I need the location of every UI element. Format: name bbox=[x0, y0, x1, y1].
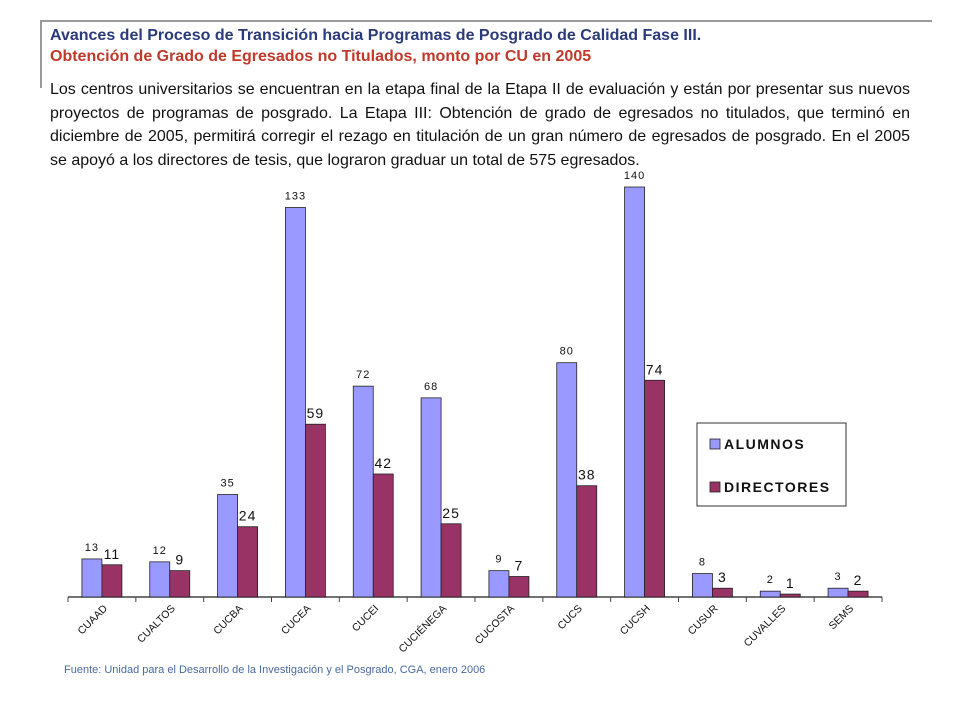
bar-directores-cuaad bbox=[101, 564, 123, 598]
legend-label-directores: DIRECTORES bbox=[724, 479, 831, 495]
body-paragraph: Los centros universitarios se encuentran… bbox=[50, 81, 910, 169]
data-label-alumnos-cuciénega: 68 bbox=[424, 381, 438, 393]
page-subtitle: Obtención de Grado de Egresados no Titul… bbox=[50, 48, 592, 65]
bar-directores-cucsh bbox=[644, 379, 665, 598]
category-label-sems: SEMS bbox=[827, 603, 857, 633]
data-label-alumnos-cucosta: 9 bbox=[495, 554, 502, 566]
page-title: Avances del Proceso de Transición hacia … bbox=[50, 27, 702, 44]
bar-directores-cucea bbox=[305, 423, 326, 598]
bar-alumnos-cusur bbox=[692, 573, 713, 598]
category-label-cualtos: CUALTOS bbox=[135, 603, 178, 646]
category-label-cuvalles: CUVALLES bbox=[742, 603, 789, 650]
data-label-directores-cucosta: 7 bbox=[515, 558, 524, 574]
bar-directores-cuciénega bbox=[440, 523, 462, 598]
category-label-cuciénega: CUCIÉNEGA bbox=[396, 602, 449, 655]
bar-alumnos-cuciénega bbox=[420, 397, 442, 598]
legend-box bbox=[696, 422, 847, 507]
data-label-directores-cucea: 59 bbox=[307, 405, 325, 421]
data-label-directores-sems: 2 bbox=[854, 572, 863, 588]
data-label-directores-cusur: 3 bbox=[718, 569, 727, 585]
bar-directores-cualtos bbox=[169, 570, 191, 598]
bar-directores-cucei bbox=[372, 473, 394, 598]
bar-alumnos-sems bbox=[827, 587, 849, 598]
data-label-directores-cucba: 24 bbox=[239, 508, 257, 524]
header-rule bbox=[40, 20, 932, 22]
bar-alumnos-cucosta bbox=[488, 570, 510, 598]
category-label-cucei: CUCEI bbox=[350, 603, 382, 635]
data-label-directores-cualtos: 9 bbox=[175, 552, 184, 568]
data-label-directores-cucsh: 74 bbox=[646, 361, 664, 377]
category-label-cucsh: CUCSH bbox=[618, 603, 653, 638]
data-label-alumnos-sems: 3 bbox=[835, 571, 842, 583]
bar-alumnos-cucs bbox=[556, 362, 578, 598]
source-footnote: Fuente: Unidad para el Desarrollo de la … bbox=[64, 664, 486, 676]
category-label-cucba: CUCBA bbox=[211, 603, 245, 637]
legend-swatch-alumnos bbox=[709, 438, 721, 450]
data-label-directores-cuciénega: 25 bbox=[442, 505, 460, 521]
bar-directores-cucosta bbox=[508, 576, 530, 598]
bar-alumnos-cucba bbox=[217, 494, 238, 598]
data-label-alumnos-cualtos: 12 bbox=[153, 545, 167, 557]
data-label-alumnos-cucsh: 140 bbox=[624, 170, 645, 182]
bar-alumnos-cualtos bbox=[149, 561, 171, 598]
category-label-cuaad: CUAAD bbox=[76, 602, 111, 637]
data-label-directores-cuvalles: 1 bbox=[786, 575, 795, 591]
data-label-alumnos-cusur: 8 bbox=[699, 557, 706, 569]
category-label-cucosta: CUCOSTA bbox=[473, 603, 517, 647]
data-label-alumnos-cucba: 35 bbox=[220, 478, 234, 490]
bar-alumnos-cuaad bbox=[81, 558, 103, 598]
data-label-alumnos-cuvalles: 2 bbox=[767, 574, 774, 586]
legend-swatch-directores bbox=[709, 481, 721, 493]
bar-directores-cucba bbox=[237, 526, 258, 598]
legend-label-alumnos: ALUMNOS bbox=[724, 436, 805, 452]
bar-directores-cuvalles bbox=[779, 593, 801, 598]
data-label-directores-cucei: 42 bbox=[374, 455, 392, 471]
header-rule-vertical bbox=[40, 20, 42, 88]
bar-alumnos-cucei bbox=[352, 385, 374, 598]
bar-alumnos-cucea bbox=[285, 207, 306, 598]
bar-alumnos-cucsh bbox=[624, 186, 645, 598]
data-label-alumnos-cucea: 133 bbox=[285, 191, 306, 203]
data-label-alumnos-cuaad: 13 bbox=[85, 542, 99, 554]
data-label-alumnos-cucs: 80 bbox=[560, 346, 574, 358]
bar-directores-cusur bbox=[712, 587, 733, 598]
category-label-cucs: CUCS bbox=[555, 603, 585, 633]
category-label-cucea: CUCEA bbox=[279, 603, 313, 637]
data-label-directores-cuaad: 11 bbox=[104, 546, 121, 562]
bar-directores-cucs bbox=[576, 485, 598, 598]
category-label-cusur: CUSUR bbox=[686, 602, 721, 637]
bar-directores-sems bbox=[847, 590, 869, 598]
data-label-alumnos-cucei: 72 bbox=[356, 369, 370, 381]
data-label-directores-cucs: 38 bbox=[578, 467, 596, 483]
bar-alumnos-cuvalles bbox=[759, 590, 781, 598]
